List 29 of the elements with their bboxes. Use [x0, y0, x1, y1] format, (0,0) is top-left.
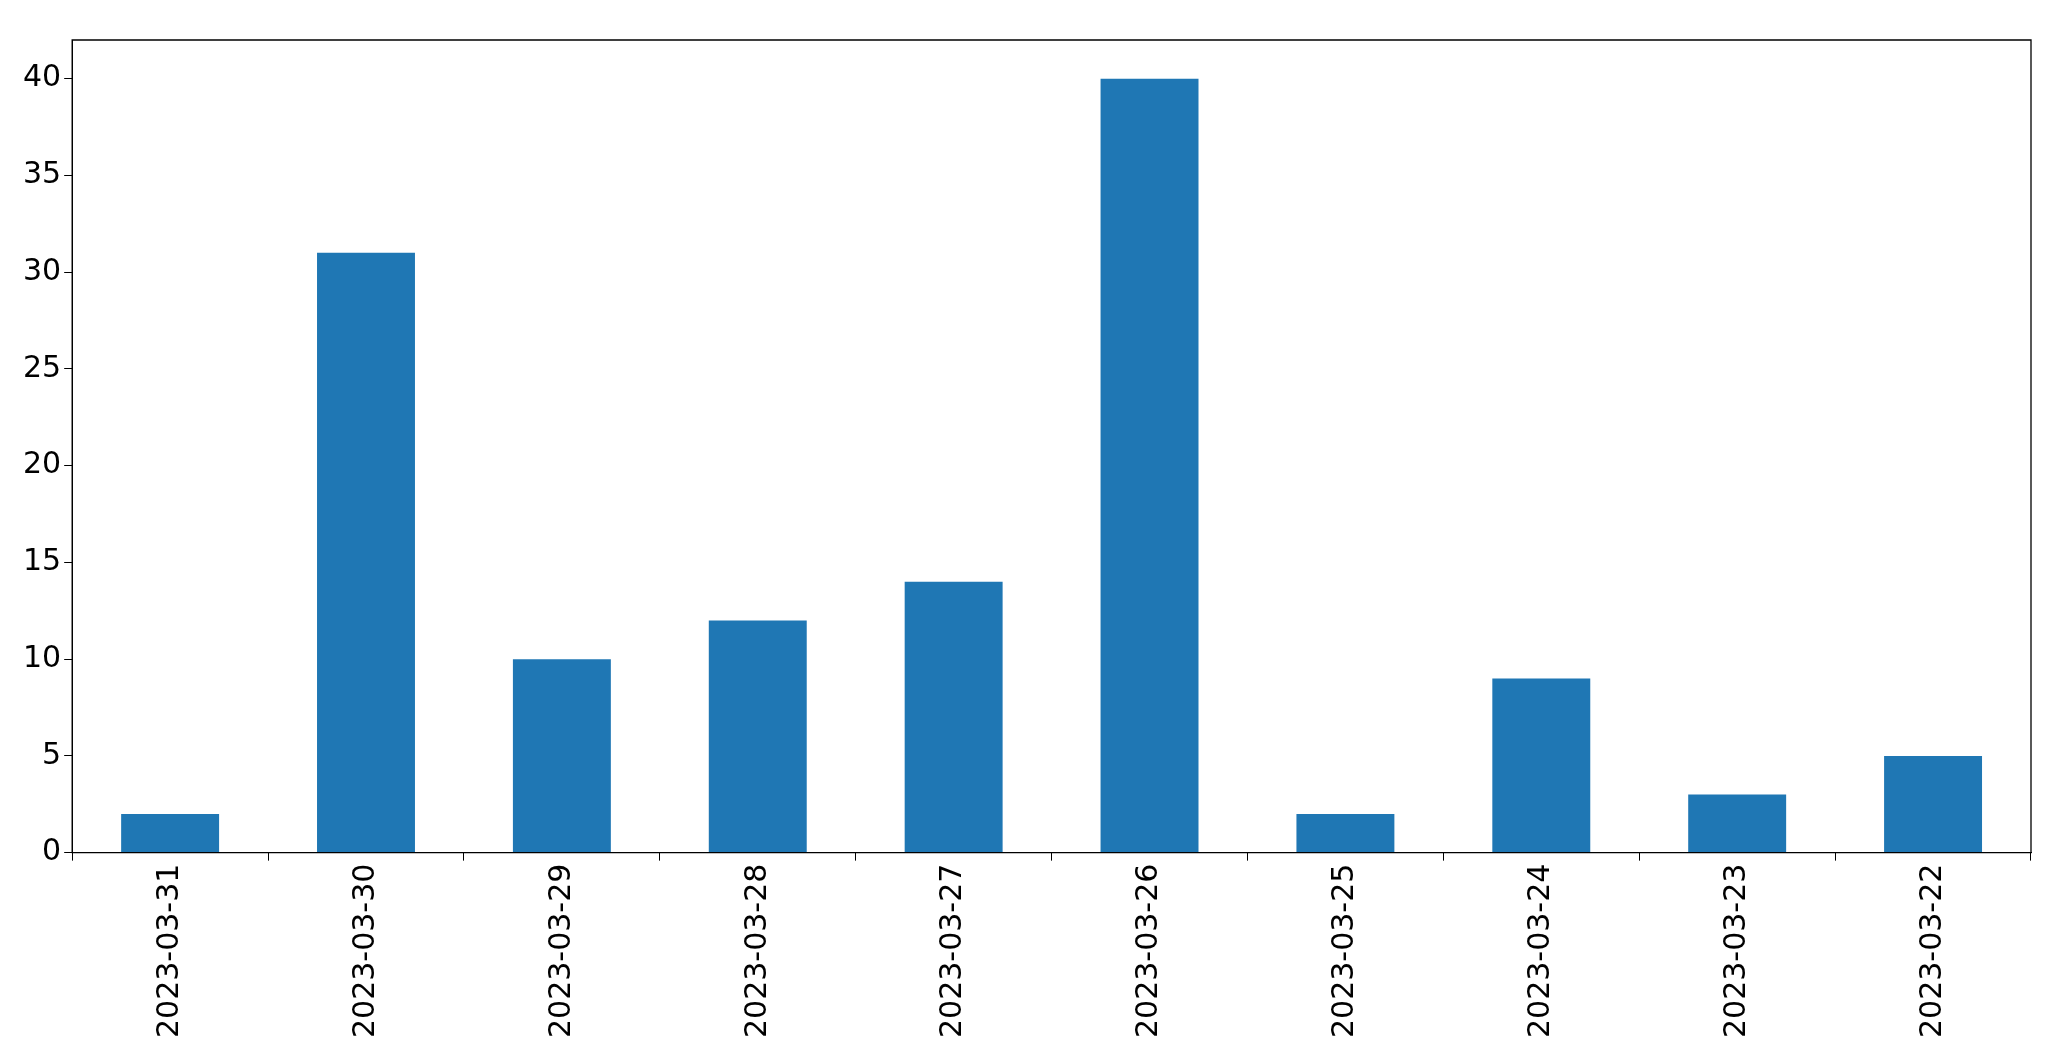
bar — [1100, 78, 1199, 853]
bar — [1884, 755, 1983, 853]
x-tick-label: 2023-03-23 — [1716, 863, 1752, 1039]
x-tick-label: 2023-03-25 — [1325, 863, 1361, 1039]
bar — [1688, 794, 1787, 853]
x-tick-label: 2023-03-27 — [933, 863, 969, 1039]
y-tick-label: 10 — [22, 638, 62, 674]
y-tick-label: 40 — [22, 58, 62, 94]
y-tick-label: 20 — [22, 445, 62, 481]
y-tick-label: 5 — [42, 735, 62, 771]
x-tick-label: 2023-03-29 — [541, 863, 577, 1039]
y-tick-label: 25 — [22, 348, 62, 384]
bar — [121, 813, 220, 853]
y-tick-label: 30 — [22, 251, 62, 287]
x-tick-label: 2023-03-31 — [149, 863, 185, 1039]
bar — [904, 581, 1003, 853]
y-tick-label: 15 — [22, 542, 62, 578]
bar — [708, 620, 807, 853]
bar — [317, 252, 415, 853]
x-tick-label: 2023-03-28 — [737, 863, 773, 1039]
y-tick-label: 35 — [22, 155, 62, 191]
x-tick-label: 2023-03-24 — [1521, 863, 1557, 1039]
x-tick-label: 2023-03-30 — [345, 863, 381, 1039]
bar — [512, 659, 611, 853]
y-tick-label: 0 — [42, 832, 62, 868]
x-tick-label: 2023-03-26 — [1129, 863, 1165, 1039]
bar — [1492, 678, 1591, 853]
x-tick-label: 2023-03-22 — [1912, 863, 1948, 1039]
bar — [1296, 813, 1395, 853]
